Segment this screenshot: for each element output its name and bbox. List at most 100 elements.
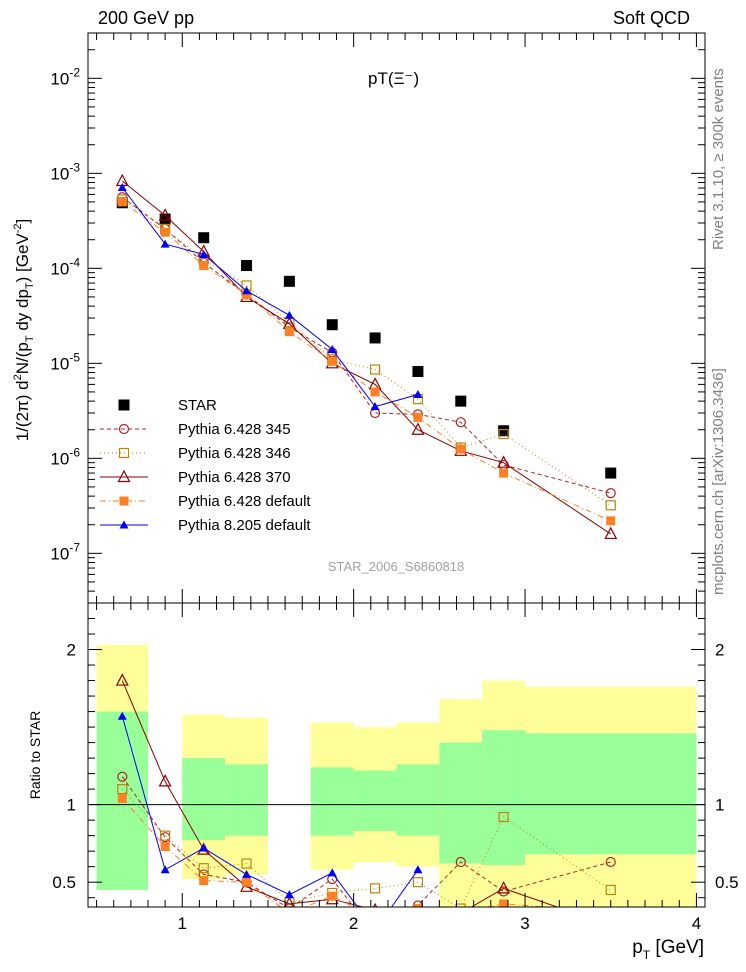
p370-ratio-point bbox=[460, 905, 462, 907]
energy-label: 200 GeV pp bbox=[98, 8, 194, 28]
p6def-point bbox=[242, 290, 252, 300]
p6def-point bbox=[606, 516, 616, 526]
p345-ratio-point bbox=[371, 930, 380, 939]
legend-marker bbox=[119, 496, 129, 506]
star-point bbox=[326, 319, 338, 331]
p370-ratio-point bbox=[115, 673, 129, 686]
p8def-ratio-point bbox=[413, 865, 423, 874]
p345-point bbox=[455, 417, 466, 428]
mcplots-label: mcplots.cern.ch [arXiv:1306.3436] bbox=[710, 368, 727, 595]
p6def-point bbox=[370, 387, 380, 397]
legend-label: Pythia 6.428 346 bbox=[178, 445, 291, 462]
p8def-ratio-point bbox=[242, 869, 252, 878]
band-green bbox=[310, 767, 354, 836]
p8def-point bbox=[242, 286, 252, 295]
rivet-label: Rivet 3.1.10, ≥ 300k events bbox=[710, 68, 727, 250]
p346-ratio-point bbox=[498, 811, 509, 823]
y-tick-label: 10-7 bbox=[50, 540, 80, 563]
p345-ratio-line bbox=[121, 776, 611, 907]
p346-ratio-point bbox=[605, 884, 616, 896]
p345-ratio-point bbox=[605, 856, 616, 868]
p6def-ratio-point bbox=[160, 842, 170, 852]
p346-point bbox=[369, 364, 381, 375]
x-axis-label: pT [GeV] bbox=[632, 937, 704, 962]
y-tick-label: 10-4 bbox=[50, 255, 80, 278]
p6def-ratio-point bbox=[456, 907, 465, 916]
p8def-ratio-point bbox=[371, 926, 380, 934]
p6def-ratio-point bbox=[327, 891, 337, 901]
p370-point bbox=[158, 208, 172, 221]
p6def-ratio-point bbox=[499, 899, 509, 907]
p370-ratio-point bbox=[158, 774, 172, 787]
band-green bbox=[182, 758, 226, 841]
ratio-tick-label-right: 2 bbox=[715, 641, 724, 660]
p8def-point bbox=[199, 249, 209, 258]
p6def-point bbox=[413, 412, 423, 422]
p370-point bbox=[497, 455, 511, 468]
p8def-point bbox=[160, 239, 170, 248]
p346-point bbox=[605, 500, 616, 511]
p346-ratio-point bbox=[369, 883, 381, 894]
p370-ratio-point bbox=[412, 915, 423, 926]
p6def-point bbox=[456, 444, 466, 454]
p370-point bbox=[368, 377, 382, 390]
p345-ratio-point bbox=[117, 771, 128, 782]
y-axis-label: 1/(2π) d2N/(pT dy dpT) [GeV-2] bbox=[12, 219, 36, 442]
legend-marker bbox=[118, 423, 130, 435]
star-point bbox=[605, 467, 617, 479]
p370-ratio-point bbox=[605, 920, 616, 931]
p6def-ratio-point bbox=[371, 913, 380, 922]
ratio-tick-label-right: 0.5 bbox=[715, 873, 739, 892]
p6def-point bbox=[117, 197, 127, 207]
p346-ratio-point bbox=[117, 784, 128, 795]
p8def-point bbox=[284, 310, 294, 319]
legend-label: Pythia 6.428 345 bbox=[178, 421, 291, 438]
p6def-ratio-point bbox=[199, 876, 209, 886]
p6def-ratio-point bbox=[117, 793, 127, 803]
band-green bbox=[353, 770, 397, 831]
legend-label: STAR bbox=[178, 397, 217, 414]
ratio-plot: 1 2 3 4 0.5 0.5 1 1 2 2 Ratio to STAR pT [GeV] bbox=[27, 602, 739, 962]
p8def-ratio-point bbox=[284, 890, 294, 899]
y-tick-label: 10-5 bbox=[50, 350, 80, 373]
x-tick-label: 3 bbox=[520, 914, 529, 933]
p346-ratio-point bbox=[160, 830, 171, 841]
ratio-tick-label-right: 1 bbox=[715, 796, 724, 815]
star-point bbox=[159, 213, 171, 225]
p8def-point bbox=[413, 389, 423, 398]
p8def-point bbox=[370, 402, 380, 411]
star-point bbox=[498, 425, 510, 437]
ratio-tick-label: 2 bbox=[67, 641, 76, 660]
p6def-ratio-point bbox=[606, 907, 615, 916]
legend-marker bbox=[118, 399, 130, 411]
band-green bbox=[525, 733, 697, 855]
y-tick-label: 10-6 bbox=[50, 445, 80, 468]
y-tick-label: 10-3 bbox=[50, 160, 80, 183]
band-green bbox=[439, 742, 483, 864]
p370-point bbox=[604, 526, 618, 540]
p346-point bbox=[498, 428, 509, 440]
main-plot: 10-7 10-6 10-5 10-4 10-3 10-2 pT(Ξ⁻) STAR_200… bbox=[12, 32, 706, 604]
p8def-point bbox=[117, 182, 127, 191]
p345-ratio-point bbox=[455, 856, 466, 868]
bottom-frame bbox=[87, 602, 706, 908]
legend-marker bbox=[118, 447, 130, 459]
star-point bbox=[198, 232, 210, 244]
star-point bbox=[412, 366, 424, 378]
process-label: Soft QCD bbox=[613, 8, 690, 28]
x-tick-label: 2 bbox=[349, 914, 358, 933]
p8def-ratio-point bbox=[117, 711, 127, 720]
p6def-ratio-point bbox=[242, 877, 252, 887]
p6def-point bbox=[284, 327, 294, 337]
p346-ratio-point bbox=[241, 858, 252, 869]
legend-marker bbox=[119, 520, 129, 529]
p370-ratio-point bbox=[497, 881, 511, 894]
p345-ratio-point bbox=[284, 903, 295, 907]
y-tick-label: 10-2 bbox=[50, 65, 80, 88]
star-point bbox=[283, 275, 295, 287]
legend-label: Pythia 6.428 default bbox=[178, 493, 311, 510]
p6def-ratio-point bbox=[285, 909, 294, 918]
p8def-ratio-point bbox=[327, 868, 337, 877]
band-green bbox=[482, 730, 526, 866]
